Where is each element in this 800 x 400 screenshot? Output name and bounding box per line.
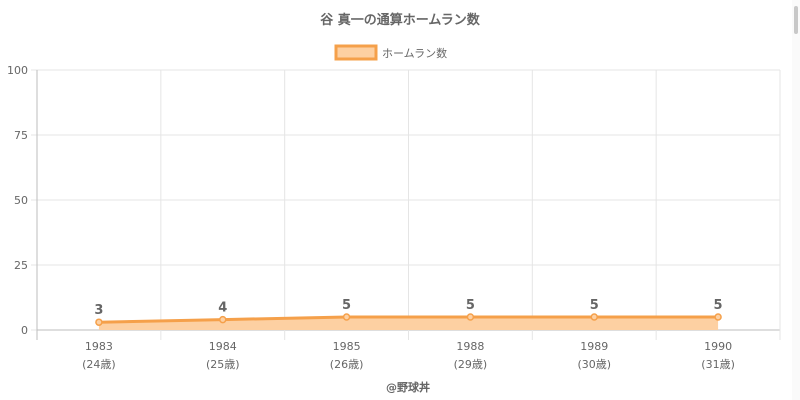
y-tick-label: 25 [14,259,28,272]
data-point [590,313,598,321]
data-label: 5 [466,298,475,313]
data-point [714,313,722,321]
data-point [342,313,351,321]
y-axis: 0 25 50 75 100 [7,64,28,337]
legend-swatch [334,44,378,61]
x-tick-sublabel: (25歳) [206,358,240,371]
legend-label: ホームラン数 [382,47,447,60]
x-tick-label: 1985 [333,340,361,353]
x-tick-sublabel: (26歳) [330,358,364,371]
data-point [219,315,227,324]
footer-credit: @野球丼 [386,380,430,394]
x-axis: 1983 (24歳) 1984 (25歳) 1985 (26歳) 1988 (29歳) 1989… [82,340,735,371]
x-tick-sublabel: (31歳) [701,358,735,371]
scrollbar-thumb[interactable] [794,6,798,34]
x-tick-label: 1988 [456,340,484,353]
data-point [466,313,475,321]
series-home-runs [95,313,722,330]
y-tick-label: 100 [7,64,28,77]
x-tick-label: 1983 [85,340,113,353]
x-tick-label: 1990 [704,340,732,353]
data-label: 5 [714,298,723,313]
y-tick-label: 75 [14,129,28,142]
data-labels: 3 4 5 5 5 5 [94,298,722,318]
scrollbar[interactable] [792,0,800,400]
grid [31,69,781,340]
data-label: 3 [94,303,103,318]
data-label: 5 [590,298,599,313]
y-tick-label: 0 [21,324,28,337]
chart-title: 谷 真一の通算ホームラン数 [320,12,480,28]
x-tick-sublabel: (29歳) [454,358,488,371]
y-tick-label: 50 [14,194,28,207]
legend[interactable]: ホームラン数 [334,44,447,61]
x-tick-label: 1984 [209,340,237,353]
data-label: 5 [342,298,351,313]
x-tick-sublabel: (30歳) [577,358,611,371]
x-tick-label: 1989 [580,340,608,353]
data-label: 4 [218,301,227,316]
series-line [98,315,719,324]
data-point [95,318,103,326]
x-tick-sublabel: (24歳) [82,358,116,371]
